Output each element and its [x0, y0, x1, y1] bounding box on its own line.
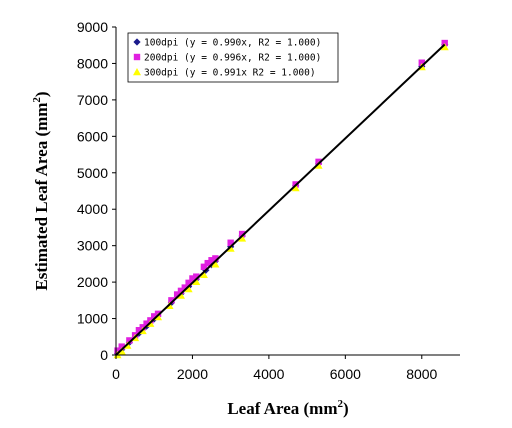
x-tick-label: 4000	[253, 366, 284, 382]
legend-label: 200dpi (y = 0.996x, R2 = 1.000)	[144, 53, 321, 64]
data-point	[189, 275, 196, 282]
data-point	[208, 257, 215, 264]
data-point	[291, 184, 300, 192]
plot-area	[113, 39, 449, 359]
data-point	[143, 320, 150, 327]
data-point	[193, 273, 200, 280]
data-point	[211, 260, 220, 268]
legend: 100dpi (y = 0.990x, R2 = 1.000) 200dpi (y…	[127, 32, 339, 83]
y-tick-label: 3000	[77, 238, 108, 254]
x-tick-label: 0	[112, 366, 120, 382]
data-point	[204, 259, 211, 267]
y-tick-label: 4000	[77, 201, 108, 217]
data-point	[176, 291, 185, 299]
data-point	[440, 43, 449, 51]
data-point	[184, 285, 193, 293]
y-tick-label: 9000	[77, 19, 108, 35]
data-point	[238, 230, 246, 238]
data-point	[192, 277, 201, 285]
legend-label: 100dpi (y = 0.990x, R2 = 1.000)	[144, 38, 321, 49]
data-point	[135, 327, 143, 334]
data-point	[126, 337, 133, 344]
y-tick-label: 1000	[77, 311, 108, 327]
legend-label: 300dpi (y = 0.991x R2 = 1.000)	[144, 68, 316, 79]
y-axis-title: Estimated Leaf Area (mm2)	[31, 91, 51, 290]
data-point	[212, 255, 219, 262]
x-axis-title: Leaf Area (mm2)	[227, 398, 348, 418]
data-point	[226, 244, 235, 252]
data-point	[168, 297, 175, 304]
x-tick-label: 6000	[330, 366, 361, 382]
x-tick-label: 8000	[406, 366, 437, 382]
y-tick-label: 0	[100, 347, 108, 363]
legend-box	[127, 32, 339, 83]
data-point	[185, 279, 192, 287]
legend-marker	[133, 53, 141, 61]
data-point	[177, 287, 185, 295]
y-tick-label: 5000	[77, 165, 108, 181]
y-tick-label: 2000	[77, 274, 108, 290]
data-point	[118, 343, 125, 350]
axes	[115, 27, 460, 356]
x-tick-label: 2000	[177, 366, 208, 382]
data-point	[181, 284, 188, 291]
data-point	[441, 39, 448, 47]
data-point	[151, 313, 158, 320]
y-tick-label: 7000	[77, 92, 108, 108]
data-point	[418, 59, 425, 66]
y-ticks: 0 1000 2000 3000 4000 5000 6000 7000 8000 9000	[77, 19, 116, 363]
regression-line	[115, 43, 446, 356]
data-point	[238, 234, 247, 242]
y-tick-label: 8000	[77, 55, 108, 71]
data-point	[173, 291, 181, 298]
x-ticks: 0 2000 4000 6000 8000	[112, 355, 438, 382]
data-point	[227, 239, 234, 246]
data-point	[114, 347, 121, 354]
data-point	[200, 263, 208, 271]
data-point	[199, 270, 208, 279]
legend-marker	[133, 68, 141, 76]
y-tick-label: 6000	[77, 128, 108, 144]
legend-marker	[133, 38, 141, 46]
